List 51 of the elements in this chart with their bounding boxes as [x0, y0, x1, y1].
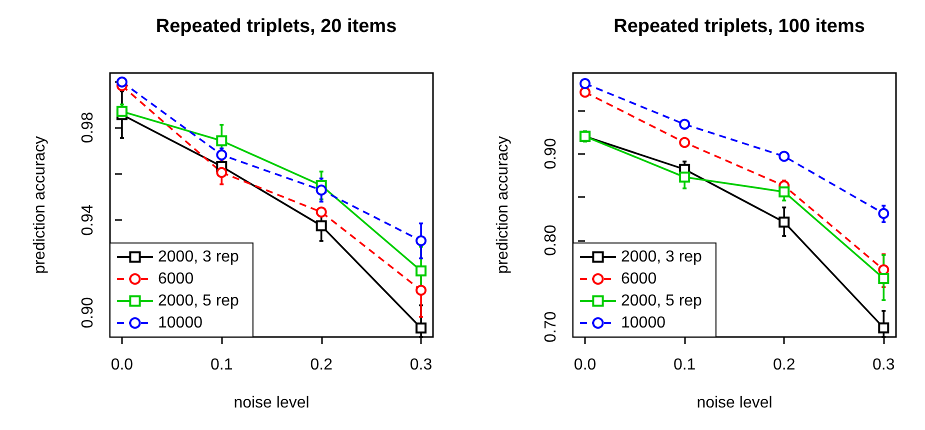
- x-tick-label: 0.3: [410, 356, 432, 374]
- x-tick-label: 0.0: [573, 356, 596, 374]
- point: [579, 78, 590, 90]
- y-tick-label: 0.98: [80, 112, 96, 144]
- legend-label: 6000: [620, 270, 656, 288]
- y-axis-title: prediction accuracy: [494, 136, 511, 274]
- point: [216, 166, 228, 178]
- x-tick-label: 0.1: [210, 356, 233, 374]
- legend-label: 2000, 3 rep: [620, 248, 702, 266]
- point: [216, 149, 228, 160]
- y-axis-title: prediction accuracy: [32, 136, 48, 274]
- point: [579, 86, 590, 98]
- legend-label: 2000, 5 rep: [158, 292, 240, 310]
- point: [678, 136, 690, 148]
- point: [778, 186, 790, 198]
- x-tick-label: 0.2: [772, 356, 795, 374]
- point: [316, 184, 327, 196]
- point: [878, 208, 889, 219]
- point: [316, 206, 327, 218]
- chart-title: Repeated triplets, 100 items: [613, 16, 864, 37]
- legend-label: 2000, 3 rep: [158, 248, 240, 266]
- point: [416, 265, 427, 276]
- y-tick-label: 0.94: [80, 204, 96, 236]
- x-tick-label: 0.3: [872, 356, 894, 374]
- point: [678, 118, 690, 130]
- x-tick-label: 0.0: [110, 356, 134, 374]
- x-axis-title: noise level: [696, 394, 772, 412]
- point: [416, 284, 427, 296]
- point: [678, 172, 690, 183]
- point: [878, 322, 889, 334]
- point: [778, 216, 790, 228]
- point: [878, 272, 889, 284]
- x-tick-label: 0.1: [672, 356, 696, 374]
- chart-title: Repeated triplets, 20 items: [156, 16, 397, 37]
- point: [116, 106, 128, 117]
- point: [316, 220, 327, 232]
- y-tick-label: 0.70: [542, 311, 559, 343]
- y-tick-label: 0.90: [80, 297, 96, 328]
- y-tick-label: 0.80: [542, 224, 559, 256]
- point: [778, 150, 790, 162]
- x-tick-label: 0.2: [310, 356, 333, 374]
- legend-label: 10000: [620, 314, 666, 332]
- legend-label: 6000: [158, 270, 194, 288]
- legend-label: 2000, 5 rep: [620, 292, 702, 310]
- point: [416, 322, 427, 334]
- y-tick-label: 0.90: [542, 138, 559, 170]
- x-axis-title: noise level: [234, 394, 310, 412]
- point: [116, 76, 128, 88]
- point: [416, 235, 427, 246]
- legend-label: 10000: [158, 314, 203, 332]
- point: [216, 135, 228, 146]
